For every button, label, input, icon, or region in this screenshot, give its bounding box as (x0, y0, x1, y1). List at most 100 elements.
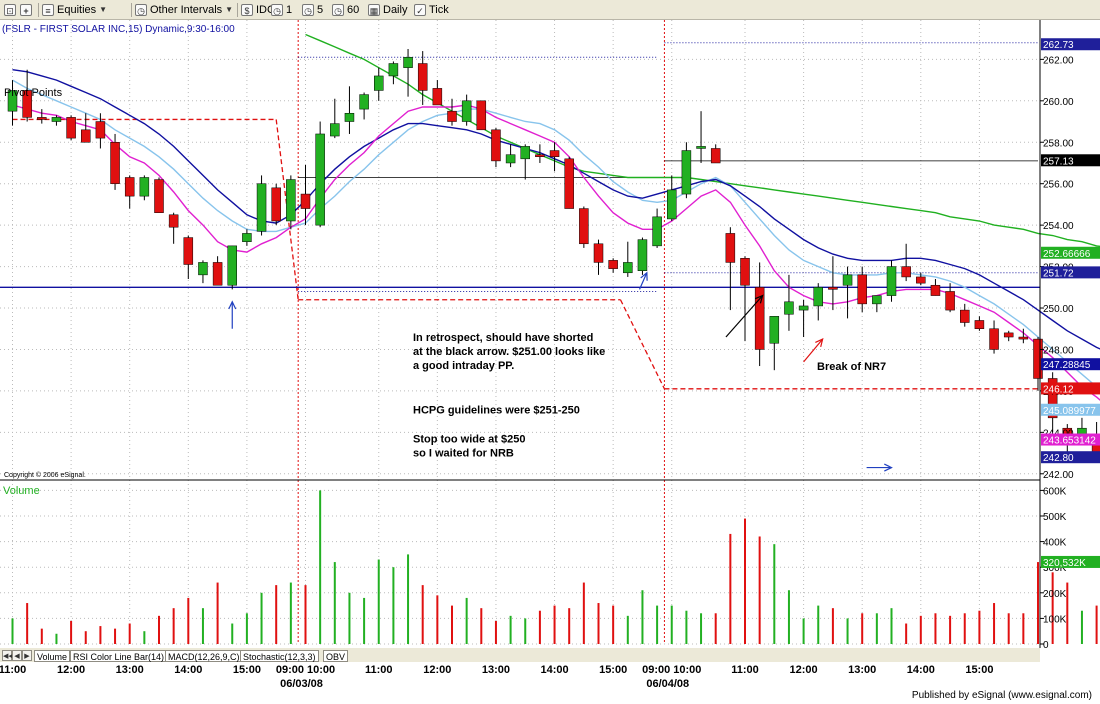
price-pane (0, 20, 1040, 480)
time-tick-label: 14:00 (540, 664, 569, 676)
interval-60-button[interactable]: ◷ 60 (332, 2, 359, 18)
tab-rsi[interactable]: RSI Color Line Bar(14) (70, 650, 168, 662)
tab-macd[interactable]: MACD(12,26,9,C) (165, 650, 243, 662)
time-tick-label: 13:00 (115, 664, 144, 676)
volume-bar (890, 608, 893, 644)
dollar-icon: $ (241, 4, 253, 16)
candle-body (66, 117, 76, 139)
volume-bar (509, 615, 512, 644)
volume-bar (524, 618, 527, 644)
annotation-text: In retrospect, should have shorted at the… (413, 332, 605, 372)
annotation-line: Stop too wide at $250 (413, 434, 525, 446)
candle-body (168, 214, 179, 228)
candle-body (198, 262, 208, 276)
time-tick-label: 11:00 (731, 664, 759, 676)
tick-icon: ✓ (414, 4, 426, 16)
candle-body (154, 179, 164, 213)
candle-body (886, 266, 897, 296)
tab-stochastic[interactable]: Stochastic(12,3,3) (240, 650, 319, 662)
blue-arrow-head (228, 300, 237, 310)
time-tick-label: 15:00 (965, 664, 994, 676)
tab-volume[interactable]: Volume (34, 650, 71, 662)
candle-body (579, 208, 589, 245)
candle-body (798, 305, 809, 311)
ema-fast-magenta-line (12, 104, 1100, 401)
volume-bar (861, 613, 864, 644)
volume-bar (84, 631, 87, 644)
candle-body (110, 142, 120, 184)
volume-bar (494, 620, 497, 644)
volume-bar (787, 590, 790, 644)
candle-body (828, 287, 838, 290)
time-tick-label: 15:00 (232, 664, 261, 676)
candle-body (725, 233, 736, 263)
time-tick-label: 12:00 (57, 664, 86, 676)
volume-bar (817, 605, 820, 644)
first-tab-button[interactable]: ◀◀ (2, 650, 14, 661)
idc-button[interactable]: $ IDC (241, 2, 275, 18)
volume-bar (260, 592, 263, 644)
candle-body (37, 117, 47, 120)
volume-bar (363, 597, 366, 644)
prev-tab-button[interactable]: ◀ (12, 650, 22, 661)
annotation-text: Stop too wide at $250 so I waited for NRB (413, 434, 525, 460)
candle-body (476, 100, 487, 131)
volume-bar (11, 618, 14, 644)
price-tag-label: 247.28845 (1043, 360, 1091, 371)
clock-icon: ◷ (135, 4, 147, 16)
candle-body (754, 287, 765, 350)
tick-button[interactable]: ✓ Tick (414, 2, 449, 18)
volume-bar (333, 562, 336, 644)
candle-body (974, 320, 985, 329)
volume-bar (553, 605, 556, 644)
volume-pane (0, 480, 1040, 648)
clock-icon: ◷ (302, 4, 314, 16)
volume-bar (99, 626, 102, 644)
price-tick-label: 256.00 (1043, 180, 1074, 191)
time-tick-label: 09:00 10:00 (275, 664, 336, 676)
volume-bar (846, 618, 849, 644)
volume-bar (656, 605, 659, 644)
volume-bar (231, 623, 234, 644)
equities-menu[interactable]: ≡ Equities ▼ (42, 2, 107, 18)
volume-bar (1022, 613, 1025, 644)
candle-body (403, 57, 413, 68)
blue-arrow-head (884, 463, 893, 472)
pivot-label: Pivot Points (4, 87, 63, 99)
volume-bar (436, 595, 439, 644)
candle-body (608, 260, 618, 269)
price-tag-label: 246.12 (1043, 384, 1074, 395)
candle-body (447, 110, 457, 122)
next-tab-button[interactable]: ▶ (22, 650, 32, 661)
price-tag-label: 245.089977 (1043, 406, 1096, 417)
date-label: 06/03/08 (280, 678, 323, 690)
volume-bar (949, 615, 952, 644)
volume-tick-label: 400K (1043, 538, 1067, 549)
volume-bar (919, 615, 922, 644)
volume-bar (187, 597, 190, 644)
lock-icon[interactable]: ⊡ (4, 2, 16, 18)
candle-body (564, 158, 574, 209)
candle-body (81, 129, 91, 143)
candle-body (1018, 336, 1029, 340)
volume-tag (1041, 555, 1100, 568)
price-tick-label: 248.00 (1043, 345, 1074, 356)
price-tag-label: 262.73 (1043, 40, 1074, 51)
candle-body (1003, 332, 1014, 338)
interval-1-button[interactable]: ◷ 1 (271, 2, 292, 18)
volume-bar (128, 623, 131, 644)
candle-body (388, 63, 399, 77)
volume-tag-label: 320,532K (1043, 558, 1086, 569)
plus-icon[interactable]: + (20, 2, 32, 18)
volume-bar (831, 608, 834, 644)
other-intervals-menu[interactable]: ◷ Other Intervals ▼ (135, 2, 233, 18)
interval-5-button[interactable]: ◷ 5 (302, 2, 323, 18)
volume-bar (348, 592, 351, 644)
candle-body (227, 245, 237, 286)
time-tick-label: 14:00 (906, 664, 935, 676)
time-tick-label: 13:00 (481, 664, 511, 676)
price-tag (1041, 358, 1100, 371)
volume-label: Volume (3, 485, 40, 497)
daily-button[interactable]: ▦ Daily (368, 4, 408, 16)
tab-obv[interactable]: OBV (323, 650, 349, 662)
